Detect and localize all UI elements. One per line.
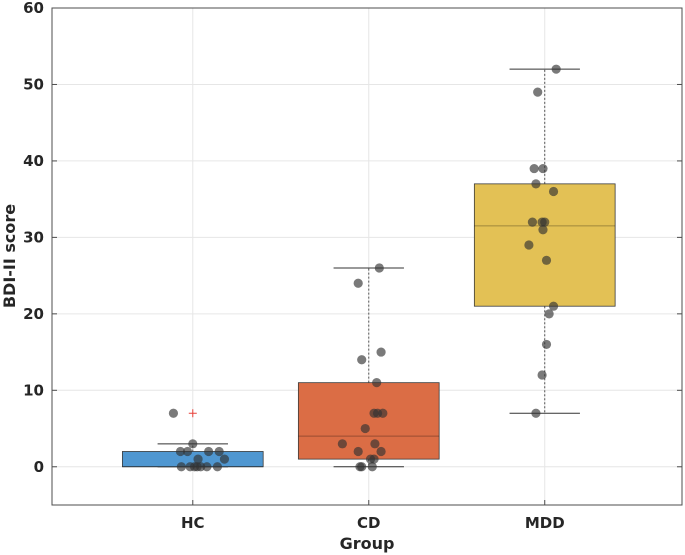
- data-point: [204, 446, 214, 457]
- data-point: [176, 462, 186, 472]
- data-point: [531, 408, 541, 418]
- data-point: [541, 339, 552, 350]
- data-points: [168, 64, 561, 472]
- data-point: [524, 240, 534, 250]
- data-point: [357, 462, 367, 472]
- y-tick-label: 40: [23, 152, 44, 170]
- data-point: [193, 454, 203, 464]
- y-tick-label: 0: [34, 458, 44, 476]
- y-tick-label: 10: [23, 381, 44, 399]
- data-point: [374, 263, 384, 273]
- y-tick-label: 60: [23, 0, 44, 17]
- data-point: [538, 225, 548, 235]
- data-point: [212, 462, 223, 472]
- data-point: [337, 439, 347, 449]
- data-point: [188, 439, 198, 449]
- boxes: [121, 68, 616, 468]
- data-point: [360, 423, 370, 434]
- data-point: [529, 163, 539, 174]
- data-point: [353, 446, 363, 457]
- data-point: [372, 378, 382, 388]
- data-point: [538, 163, 548, 174]
- data-point: [540, 217, 550, 227]
- data-point: [367, 462, 377, 472]
- y-tick-label: 50: [23, 75, 44, 93]
- data-point: [551, 64, 561, 74]
- x-tick-label: HC: [181, 514, 205, 532]
- x-axis-label: Group: [340, 534, 395, 553]
- data-point: [378, 408, 388, 418]
- y-tick-label: 20: [23, 305, 44, 323]
- data-point: [548, 186, 559, 197]
- x-tick-label: CD: [357, 514, 380, 532]
- data-point: [376, 347, 386, 357]
- data-point: [219, 454, 230, 464]
- ticks: 0 10 20 30 40 50 60 HC CD MDD: [23, 0, 682, 532]
- data-point: [182, 446, 193, 457]
- data-point: [175, 446, 186, 457]
- data-point: [548, 301, 559, 311]
- data-point: [369, 454, 379, 464]
- x-tick-label: MDD: [525, 514, 565, 532]
- box-cd: [297, 382, 440, 460]
- data-point: [214, 446, 224, 457]
- data-point: [544, 309, 554, 319]
- data-point: [527, 217, 538, 227]
- data-point: [531, 179, 541, 189]
- data-point: [357, 355, 367, 365]
- data-point: [353, 278, 363, 288]
- data-point: [541, 255, 552, 265]
- y-axis-label: BDI-II score: [0, 204, 19, 308]
- data-point: [376, 446, 386, 457]
- data-point: [537, 370, 547, 380]
- outlier-marker: [188, 409, 197, 418]
- plot-frame: [51, 7, 683, 506]
- data-point: [168, 408, 179, 418]
- box-mdd: [473, 183, 616, 307]
- data-point: [533, 87, 543, 97]
- y-tick-label: 30: [23, 228, 44, 246]
- data-point: [370, 439, 380, 449]
- data-point: [202, 462, 212, 472]
